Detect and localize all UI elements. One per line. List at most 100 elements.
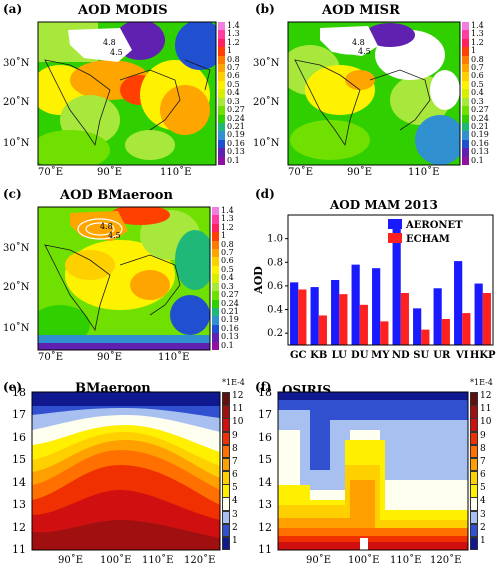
contour-label: 4.5: [110, 48, 123, 57]
colorbar-swatch: [218, 139, 225, 149]
colorbar-e: 12 11 10 9 8 7 6 5 4 3 2 1: [222, 391, 250, 551]
x-tick-label: GC: [290, 350, 307, 361]
colorbar-label: 0.16: [471, 138, 489, 148]
contour-label: 4.8: [100, 222, 113, 231]
colorbar-swatch: [212, 299, 219, 309]
colorbar-swatch: [222, 431, 230, 446]
colorbar-swatch: [462, 30, 469, 40]
bar-echam: [462, 313, 471, 345]
colorbar-label: 4: [232, 496, 238, 507]
panel-label-e: (e): [3, 380, 22, 394]
colorbar-label: 1.2: [471, 37, 484, 47]
bar-chart-title: AOD MAM 2013: [330, 198, 438, 212]
lon-tick: 70˚E: [38, 167, 64, 178]
x-tick-label: LU: [332, 350, 347, 361]
colorbar-label: 0.4: [221, 273, 234, 283]
colorbar-swatch: [222, 444, 230, 459]
x-tick-label: HKP: [470, 350, 496, 361]
alt-tick: 16: [12, 431, 26, 444]
lon-tick: 70˚E: [288, 167, 314, 178]
y-tick-label: 1.0: [267, 234, 283, 245]
lon-tick: 90˚E: [97, 352, 123, 363]
colorbar-label: 0.24: [221, 298, 239, 308]
alt-tick: 12: [258, 521, 272, 534]
colorbar-swatch: [222, 510, 230, 525]
colorbar-swatch: [218, 64, 225, 73]
colorbar-label: 0.16: [221, 323, 239, 333]
bar-aeronet: [331, 280, 340, 345]
contour-label: 4.5: [108, 231, 121, 240]
x-tick-label: MY: [371, 350, 390, 361]
colorbar-label: 4: [480, 496, 486, 507]
colorbar-label: 0.6: [471, 71, 484, 81]
colorbar-label: 0.7: [227, 63, 240, 73]
lat-tick: 20˚N: [3, 282, 30, 293]
colorbar-label: 0.3: [471, 96, 484, 106]
colorbar-label: 0.19: [227, 130, 245, 140]
colorbar-label: 7: [232, 456, 238, 467]
colorbar-label: 1: [471, 46, 477, 56]
map-b: [287, 21, 461, 166]
colorbar-b: 1.4 1.3 1.2 1 0.8 0.7 0.6 0.5 0.4 0.3 0.27 0.24 0.21…: [462, 21, 498, 166]
colorbar-label: 0.8: [221, 239, 234, 249]
colorbar-swatch: [212, 274, 219, 284]
colorbar-swatch: [462, 38, 469, 48]
colorbar-label: 0.13: [227, 147, 245, 157]
alt-tick: 13: [258, 498, 272, 511]
alt-tick: 13: [12, 498, 26, 511]
legend-swatch: [388, 219, 402, 229]
bar-aeronet: [454, 261, 463, 345]
panel-label-c: (c): [3, 187, 22, 201]
colorbar-swatch: [218, 22, 225, 31]
colorbar-swatch: [470, 484, 478, 498]
colorbar-label: 1.3: [227, 29, 240, 39]
lon-tick: 90˚E: [306, 555, 332, 566]
map-a: [37, 21, 217, 166]
colorbar-label: 0.27: [221, 290, 239, 300]
colorbar-label: 1.2: [227, 37, 240, 47]
colorbar-label: 1.4: [227, 21, 240, 30]
profile-e: [31, 391, 221, 551]
legend-label: AERONET: [405, 220, 463, 231]
colorbar-label: 0.5: [471, 79, 484, 89]
lon-tick: 90˚E: [347, 167, 373, 178]
colorbar-swatch: [212, 232, 219, 242]
colorbar-swatch: [222, 405, 230, 419]
bar-echam: [441, 319, 450, 345]
colorbar-label: 0.6: [227, 71, 240, 81]
colorbar-label: 0.21: [221, 306, 239, 316]
colorbar-unit: *1E-4: [222, 378, 245, 387]
lat-tick: 20˚N: [253, 97, 280, 108]
bar-echam: [339, 294, 348, 345]
plot-frame: [287, 214, 494, 346]
contour-label: 4.8: [103, 38, 116, 47]
bar-aeronet: [413, 308, 422, 345]
colorbar-label: 0.8: [227, 54, 240, 64]
colorbar-label: 1.3: [221, 214, 234, 224]
colorbar-swatch: [470, 471, 478, 485]
lon-tick: 120˚E: [184, 555, 216, 566]
alt-tick: 11: [12, 543, 26, 556]
bar-aeronet: [290, 282, 299, 345]
colorbar-swatch: [218, 156, 225, 166]
colorbar-swatch: [218, 89, 225, 99]
colorbar-label: 0.7: [221, 248, 234, 258]
colorbar-label: 8: [232, 443, 238, 454]
bar-echam: [380, 321, 389, 345]
colorbar-swatch: [218, 106, 225, 116]
colorbar-label: 1.3: [471, 29, 484, 39]
panel-title-b: AOD MISR: [322, 3, 400, 18]
lat-tick: 30˚N: [253, 58, 280, 69]
alt-tick: 14: [258, 476, 272, 489]
colorbar-swatch: [462, 122, 469, 132]
colorbar-swatch: [212, 215, 219, 225]
colorbar-swatch: [222, 471, 230, 485]
x-tick-label: ND: [392, 350, 410, 361]
colorbar-label: 6: [480, 470, 486, 480]
lon-tick: 70˚E: [38, 352, 64, 363]
colorbar-label: 1: [227, 46, 233, 56]
alt-tick: 16: [258, 431, 272, 444]
lon-tick: 110˚E: [142, 555, 174, 566]
panel-d: (d) AOD MAM 2013 0.2 0.4 0.6 0.8 1.0 GC KB LU DU…: [250, 185, 500, 370]
bar-chart: 0.2 0.4 0.6 0.8 1.0 GC KB LU DU MY ND SU UR VI HKP AOD A…: [252, 214, 496, 361]
